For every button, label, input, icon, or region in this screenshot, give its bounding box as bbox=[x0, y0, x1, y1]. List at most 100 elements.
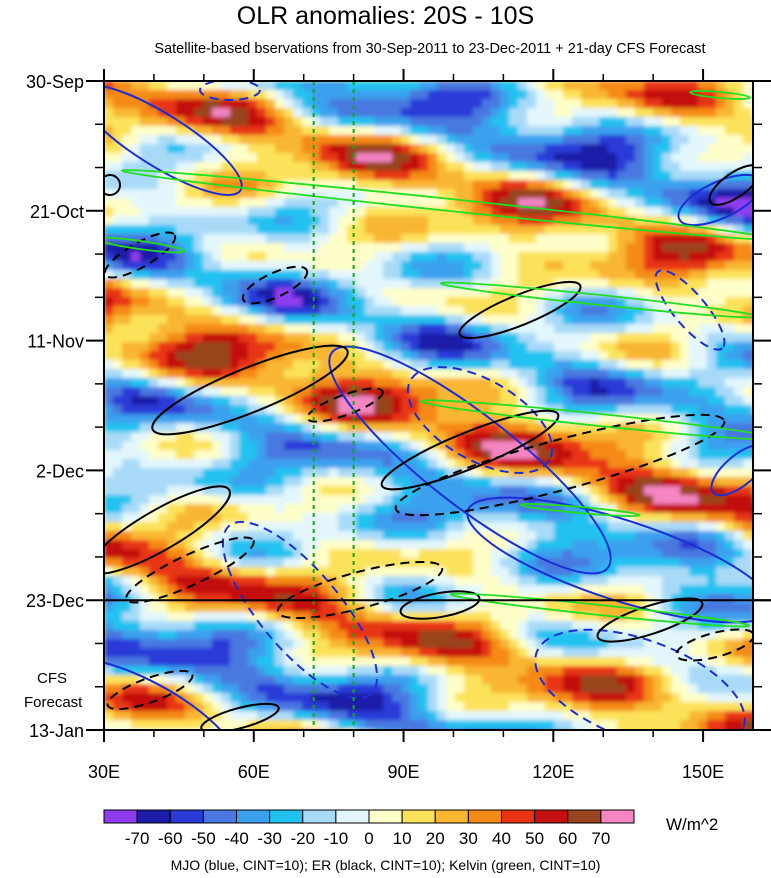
field-cell bbox=[455, 360, 465, 370]
field-cell bbox=[689, 135, 699, 145]
field-cell bbox=[158, 549, 168, 559]
field-cell bbox=[266, 360, 276, 370]
field-cell bbox=[491, 135, 501, 145]
field-cell bbox=[131, 549, 141, 559]
field-cell bbox=[545, 81, 555, 91]
field-cell bbox=[626, 441, 636, 451]
field-cell bbox=[113, 315, 123, 325]
field-cell bbox=[455, 459, 465, 469]
field-cell bbox=[545, 234, 555, 244]
field-cell bbox=[716, 252, 726, 262]
field-cell bbox=[239, 315, 249, 325]
field-cell bbox=[554, 504, 564, 514]
field-cell bbox=[590, 225, 600, 235]
field-cell bbox=[311, 405, 321, 415]
field-cell bbox=[734, 180, 744, 190]
field-cell bbox=[383, 531, 393, 541]
field-cell bbox=[212, 396, 222, 406]
field-cell bbox=[590, 279, 600, 289]
field-cell bbox=[662, 405, 672, 415]
field-cell bbox=[248, 612, 258, 622]
field-cell bbox=[473, 630, 483, 640]
field-cell bbox=[248, 126, 258, 136]
field-cell bbox=[194, 459, 204, 469]
field-cell bbox=[149, 477, 159, 487]
field-cell bbox=[554, 90, 564, 100]
field-cell bbox=[437, 423, 447, 433]
field-cell bbox=[374, 477, 384, 487]
field-cell bbox=[491, 621, 501, 631]
field-cell bbox=[491, 360, 501, 370]
field-cell bbox=[221, 306, 231, 316]
field-cell bbox=[374, 90, 384, 100]
field-cell bbox=[212, 522, 222, 532]
field-cell bbox=[653, 459, 663, 469]
field-cell bbox=[122, 216, 132, 226]
field-cell bbox=[455, 513, 465, 523]
field-cell bbox=[293, 495, 303, 505]
field-cell bbox=[428, 594, 438, 604]
field-cell bbox=[212, 657, 222, 667]
field-cell bbox=[329, 621, 339, 631]
field-cell bbox=[419, 387, 429, 397]
field-cell bbox=[554, 675, 564, 685]
field-cell bbox=[194, 162, 204, 172]
field-cell bbox=[320, 351, 330, 361]
field-cell bbox=[131, 657, 141, 667]
field-cell bbox=[419, 648, 429, 658]
field-cell bbox=[347, 297, 357, 307]
field-cell bbox=[113, 477, 123, 487]
field-cell bbox=[356, 369, 366, 379]
field-cell bbox=[455, 270, 465, 280]
field-cell bbox=[392, 432, 402, 442]
field-cell bbox=[743, 495, 753, 505]
field-cell bbox=[239, 648, 249, 658]
field-cell bbox=[311, 216, 321, 226]
field-cell bbox=[545, 90, 555, 100]
field-cell bbox=[545, 612, 555, 622]
field-cell bbox=[212, 459, 222, 469]
field-cell bbox=[671, 351, 681, 361]
field-cell bbox=[707, 315, 717, 325]
field-cell bbox=[311, 198, 321, 208]
field-cell bbox=[203, 486, 213, 496]
field-cell bbox=[410, 684, 420, 694]
field-cell bbox=[203, 531, 213, 541]
field-cell bbox=[590, 126, 600, 136]
field-cell bbox=[716, 207, 726, 217]
field-cell bbox=[590, 396, 600, 406]
field-cell bbox=[194, 567, 204, 577]
field-cell bbox=[293, 558, 303, 568]
field-cell bbox=[275, 144, 285, 154]
field-cell bbox=[608, 675, 618, 685]
field-cell bbox=[437, 639, 447, 649]
field-cell bbox=[203, 576, 213, 586]
field-cell bbox=[455, 585, 465, 595]
field-cell bbox=[203, 306, 213, 316]
field-cell bbox=[680, 585, 690, 595]
field-cell bbox=[122, 549, 132, 559]
field-cell bbox=[635, 450, 645, 460]
field-cell bbox=[113, 648, 123, 658]
field-cell bbox=[230, 666, 240, 676]
field-cell bbox=[572, 207, 582, 217]
field-cell bbox=[311, 513, 321, 523]
field-cell bbox=[437, 99, 447, 109]
field-cell bbox=[716, 666, 726, 676]
field-cell bbox=[581, 648, 591, 658]
field-cell bbox=[392, 648, 402, 658]
field-cell bbox=[338, 630, 348, 640]
field-cell bbox=[212, 405, 222, 415]
field-cell bbox=[320, 612, 330, 622]
field-cell bbox=[374, 297, 384, 307]
field-cell bbox=[167, 225, 177, 235]
field-cell bbox=[257, 207, 267, 217]
field-cell bbox=[464, 270, 474, 280]
field-cell bbox=[554, 252, 564, 262]
field-cell bbox=[482, 216, 492, 226]
field-cell bbox=[590, 648, 600, 658]
field-cell bbox=[707, 135, 717, 145]
field-cell bbox=[158, 585, 168, 595]
field-cell bbox=[365, 576, 375, 586]
field-cell bbox=[698, 513, 708, 523]
